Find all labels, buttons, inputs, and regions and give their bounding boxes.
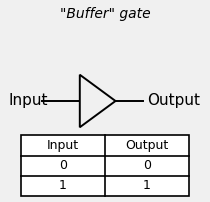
Text: 1: 1: [143, 179, 151, 192]
Text: 1: 1: [59, 179, 67, 192]
Text: Input: Input: [8, 94, 48, 108]
Bar: [21, 135, 189, 196]
Polygon shape: [80, 75, 116, 127]
Text: Output: Output: [125, 139, 169, 152]
Text: 0: 0: [59, 159, 67, 172]
Text: "Buffer" gate: "Buffer" gate: [60, 7, 150, 21]
Text: 0: 0: [143, 159, 151, 172]
Text: Output: Output: [147, 94, 200, 108]
Text: Input: Input: [47, 139, 79, 152]
